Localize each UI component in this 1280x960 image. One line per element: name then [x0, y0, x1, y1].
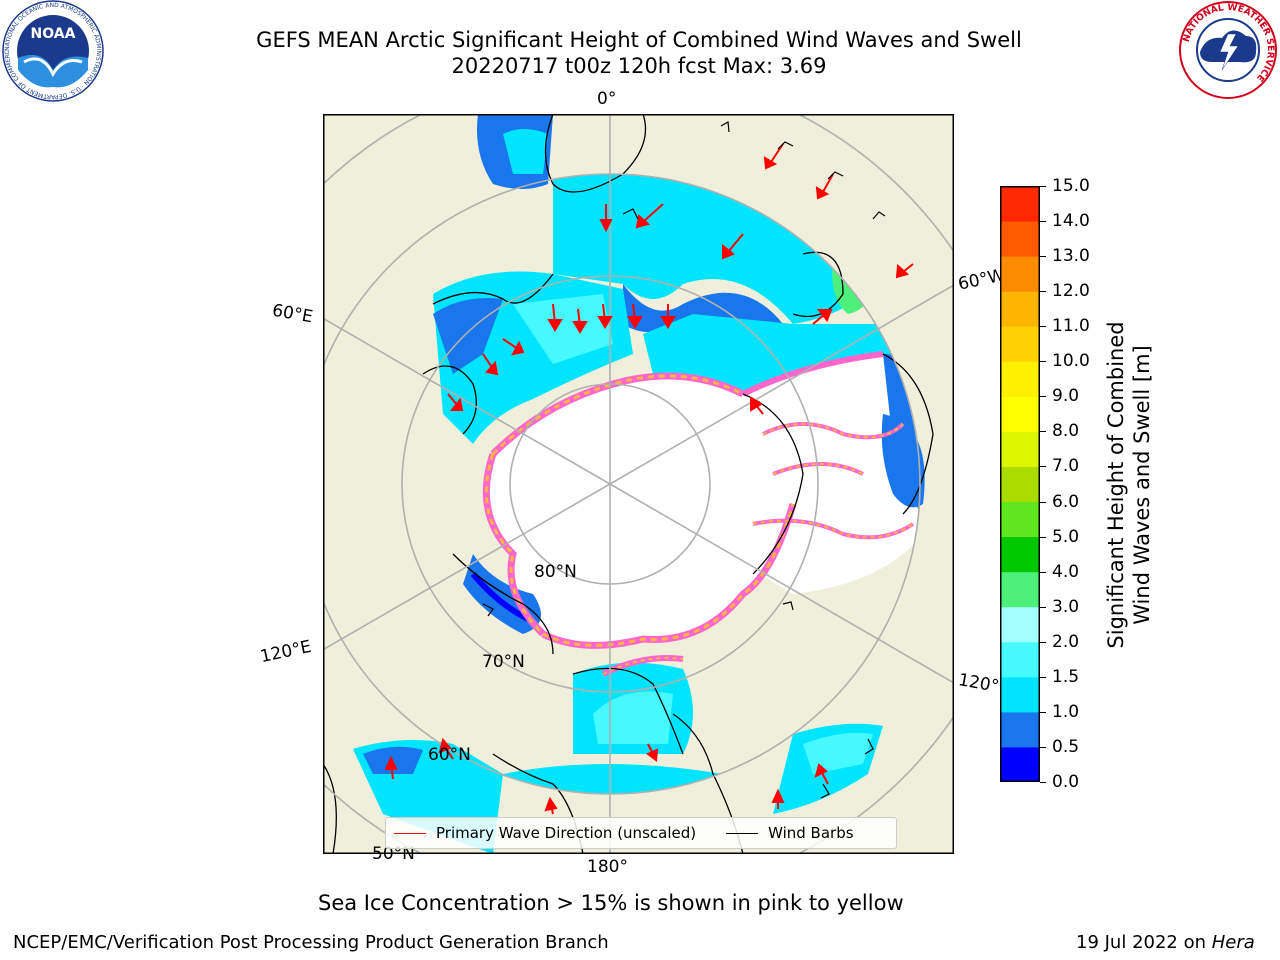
- wave-direction-arrows: [384, 143, 914, 815]
- colorbar-tick-mark: [1040, 782, 1046, 783]
- polar-map: [323, 114, 954, 854]
- colorbar-segment: [1000, 361, 1040, 397]
- footer-date: 19 Jul 2022 on: [1076, 932, 1207, 953]
- colorbar-label-line1: Significant Height of Combined: [1104, 321, 1128, 649]
- colorbar-tick-label: 8.0: [1052, 421, 1080, 442]
- colorbar-tick-label: 4.0: [1052, 561, 1080, 582]
- colorbar-segment: [1000, 711, 1040, 748]
- colorbar-tick-label: 5.0: [1052, 526, 1080, 547]
- wind-barbs-swatch: [726, 832, 759, 834]
- colorbar-tick-label: 2.0: [1052, 631, 1080, 652]
- lon-label-60e: 60°E: [270, 300, 315, 328]
- colorbar-tick-label: 9.0: [1052, 386, 1080, 407]
- lat-label-50: 50°N: [372, 844, 415, 864]
- colorbar-tick-label: 14.0: [1052, 211, 1090, 232]
- colorbar-tick-label: 12.0: [1052, 281, 1090, 302]
- colorbar-tick-mark: [1040, 396, 1046, 398]
- lon-label-60w: 60°W: [956, 265, 1007, 295]
- colorbar-tick-mark: [1040, 571, 1046, 573]
- colorbar-segment: [1000, 431, 1040, 467]
- map-subtitle: 20220717 t00z 120h fcst Max: 3.69: [451, 54, 827, 78]
- colorbar-segment: [1000, 501, 1040, 538]
- lat-label-70: 70°N: [482, 652, 525, 672]
- colorbar-tick-mark: [1040, 676, 1046, 678]
- wave-direction-swatch: [394, 832, 426, 834]
- legend-wind-barbs-label: Wind Barbs: [768, 824, 854, 842]
- legend-wave-direction-label: Primary Wave Direction (unscaled): [436, 824, 697, 842]
- colorbar: [1000, 186, 1040, 782]
- colorbar-segment: [1000, 746, 1040, 782]
- wind-barbs: [482, 121, 886, 799]
- colorbar-segment: [1000, 606, 1040, 643]
- colorbar-tick-mark: [1040, 256, 1046, 258]
- colorbar-tick-mark: [1040, 326, 1046, 328]
- colorbar-tick-mark: [1040, 466, 1046, 468]
- colorbar-label-line2: Wind Waves and Swell [m]: [1130, 345, 1154, 625]
- ice-note: Sea Ice Concentration > 15% is shown in …: [318, 891, 904, 915]
- colorbar-segment: [1000, 466, 1040, 503]
- map-legend: Primary Wave Direction (unscaled) Wind B…: [385, 817, 897, 849]
- colorbar-segment: [1000, 256, 1040, 292]
- colorbar-segment: [1000, 641, 1040, 678]
- lon-label-0: 0°: [597, 89, 617, 109]
- colorbar-tick-label: 11.0: [1052, 316, 1090, 337]
- colorbar-tick-mark: [1040, 711, 1046, 713]
- colorbar-tick-label: 7.0: [1052, 456, 1080, 477]
- colorbar-tick-mark: [1040, 746, 1046, 748]
- colorbar-tick-mark: [1040, 431, 1046, 433]
- colorbar-segment: [1000, 571, 1040, 608]
- colorbar-tick-mark: [1040, 361, 1046, 363]
- graticule: [323, 114, 954, 854]
- map-frame: [323, 114, 954, 854]
- colorbar-segment: [1000, 676, 1040, 713]
- colorbar-tick-label: 15.0: [1052, 176, 1090, 196]
- legend-wind-barbs: Wind Barbs: [726, 824, 854, 842]
- colorbar-segment: [1000, 291, 1040, 327]
- lat-label-60: 60°N: [428, 745, 471, 765]
- map-title: GEFS MEAN Arctic Significant Height of C…: [256, 28, 1022, 52]
- colorbar-tick-mark: [1040, 221, 1046, 223]
- colorbar-tick-label: 3.0: [1052, 596, 1080, 617]
- colorbar-tick-mark: [1040, 606, 1046, 608]
- legend-wave-direction: Primary Wave Direction (unscaled): [394, 824, 696, 842]
- colorbar-segment: [1000, 186, 1040, 222]
- noaa-logo: NATIONAL OCEANIC AND ATMOSPHERIC ADMINIS…: [2, 0, 104, 102]
- lon-label-120e: 120°E: [258, 636, 314, 668]
- colorbar-tick-mark: [1040, 186, 1046, 187]
- colorbar-segment: [1000, 396, 1040, 432]
- colorbar-segment: [1000, 221, 1040, 257]
- colorbar-tick-label: 13.0: [1052, 246, 1090, 267]
- footer-host: Hera: [1211, 932, 1255, 953]
- footer-credit: NCEP/EMC/Verification Post Processing Pr…: [13, 932, 609, 953]
- lon-label-180: 180°: [587, 857, 628, 877]
- colorbar-tick-mark: [1040, 536, 1046, 538]
- colorbar-tick-mark: [1040, 291, 1046, 293]
- footer-timestamp: 19 Jul 2022 on Hera: [1076, 932, 1255, 953]
- lat-label-80: 80°N: [534, 562, 577, 582]
- coastlines: [323, 114, 934, 854]
- nws-logo: NATIONAL WEATHER SERVICE: [1179, 1, 1277, 99]
- colorbar-tick-label: 0.0: [1052, 772, 1080, 792]
- colorbar-segment: [1000, 536, 1040, 573]
- svg-text:NOAA: NOAA: [31, 26, 76, 42]
- colorbar-tick-label: 6.0: [1052, 491, 1080, 512]
- colorbar-tick-mark: [1040, 641, 1046, 643]
- colorbar-tick-mark: [1040, 501, 1046, 503]
- colorbar-tick-label: 1.0: [1052, 701, 1080, 722]
- colorbar-tick-label: 0.5: [1052, 736, 1080, 757]
- colorbar-tick-label: 1.5: [1052, 666, 1080, 687]
- colorbar-segment: [1000, 326, 1040, 362]
- colorbar-tick-label: 10.0: [1052, 351, 1090, 372]
